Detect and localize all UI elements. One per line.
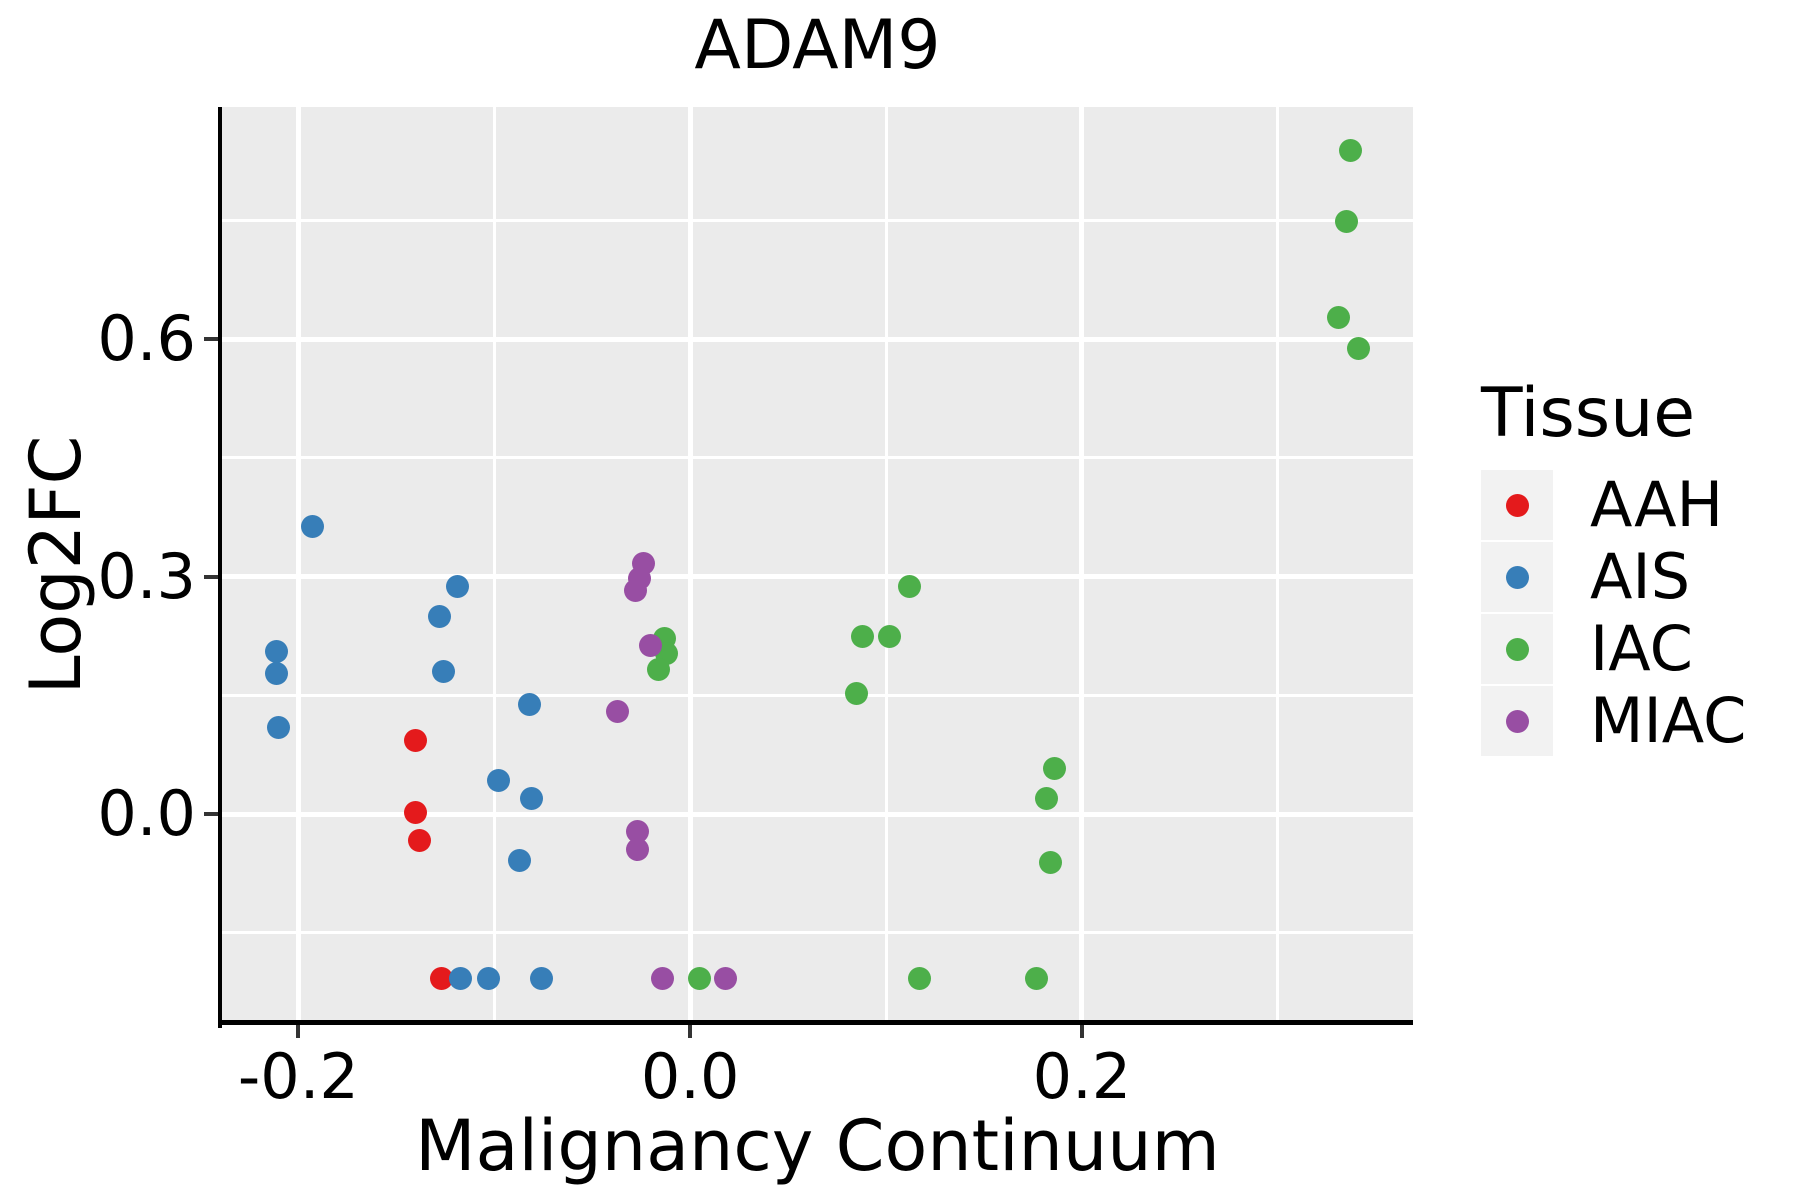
y-gridline-minor	[222, 218, 1413, 222]
data-point-AIS	[431, 660, 455, 684]
data-point-MIAC	[713, 967, 737, 991]
legend-dot-IAC	[1506, 638, 1529, 661]
data-point-IAC	[1039, 850, 1063, 874]
legend-dot-MIAC	[1506, 710, 1529, 733]
data-point-IAC	[1334, 210, 1358, 234]
data-point-AIS	[265, 639, 289, 663]
data-point-IAC	[851, 625, 875, 649]
x-gridline-major	[295, 107, 301, 1024]
data-point-IAC	[1025, 967, 1049, 991]
data-point-AIS	[267, 715, 291, 739]
data-point-IAC	[878, 625, 902, 649]
x-tick-label: 0.0	[640, 1040, 740, 1113]
data-point-AIS	[486, 769, 510, 793]
legend-label: MIAC	[1590, 684, 1747, 757]
data-point-MIAC	[606, 699, 630, 723]
y-tick-label: 0.0	[97, 777, 196, 851]
x-tick-mark	[296, 1025, 301, 1038]
data-point-AIS	[476, 967, 500, 991]
data-point-AIS	[518, 692, 542, 716]
plot-title: ADAM9	[694, 6, 941, 85]
x-gridline-minor	[1276, 107, 1280, 1024]
x-gridline-major	[687, 107, 693, 1024]
data-point-MIAC	[651, 967, 675, 991]
x-gridline-major	[1079, 107, 1085, 1024]
legend-item-AAH: AAH	[1481, 470, 1800, 540]
data-point-IAC	[1035, 786, 1059, 810]
x-tick-mark	[1079, 1025, 1084, 1038]
x-axis-title: Malignancy Continuum	[415, 1105, 1220, 1187]
y-gridline-major	[222, 811, 1413, 817]
data-point-IAC	[647, 657, 671, 681]
data-point-AIS	[529, 967, 553, 991]
data-point-AIS	[427, 605, 451, 629]
y-tick-mark	[204, 337, 218, 342]
data-point-AAH	[404, 801, 428, 825]
data-point-MIAC	[625, 820, 649, 844]
x-axis-line	[218, 1020, 1413, 1025]
data-point-IAC	[898, 575, 922, 599]
x-gridline-minor	[884, 107, 888, 1024]
y-tick-label: 0.6	[97, 302, 196, 376]
y-gridline-major	[222, 574, 1413, 580]
legend-dot-AAH	[1506, 494, 1529, 517]
data-point-AIS	[449, 967, 473, 991]
data-point-AAH	[429, 967, 453, 991]
data-point-AIS	[445, 574, 469, 598]
y-tick-mark	[204, 574, 218, 579]
y-gridline-minor	[222, 693, 1413, 697]
data-point-IAC	[1327, 306, 1351, 330]
plot-panel	[222, 107, 1413, 1024]
legend-label: AAH	[1590, 468, 1724, 541]
data-point-AAH	[408, 828, 432, 852]
data-point-AIS	[300, 515, 324, 539]
legend-title: Tissue	[1481, 374, 1696, 453]
x-gridline-minor	[492, 107, 496, 1024]
legend-label: AIS	[1590, 540, 1691, 613]
y-tick-label: 0.3	[97, 539, 196, 613]
legend-key	[1481, 542, 1553, 612]
x-tick-mark	[688, 1025, 693, 1038]
data-point-IAC	[1338, 139, 1362, 163]
y-tick-mark	[204, 812, 218, 817]
legend-key	[1481, 470, 1553, 540]
legend-dot-AIS	[1506, 566, 1529, 589]
y-gridline-major	[222, 336, 1413, 342]
data-point-AAH	[404, 729, 428, 752]
data-point-MIAC	[623, 578, 647, 602]
x-tick-label: 0.2	[1032, 1040, 1132, 1113]
legend-item-MIAC: MIAC	[1481, 686, 1800, 756]
data-point-IAC	[1346, 337, 1370, 361]
data-point-IAC	[688, 967, 712, 991]
y-gridline-minor	[222, 931, 1413, 935]
legend-key	[1481, 614, 1553, 684]
legend-key	[1481, 686, 1553, 756]
data-point-IAC	[1043, 756, 1067, 780]
data-point-AIS	[265, 661, 289, 685]
legend-item-IAC: IAC	[1481, 614, 1800, 684]
legend-label: IAC	[1590, 612, 1693, 685]
y-axis-line	[218, 107, 222, 1028]
data-point-MIAC	[625, 838, 649, 862]
data-point-AIS	[520, 786, 543, 810]
data-point-IAC	[907, 967, 931, 991]
data-point-IAC	[845, 682, 869, 706]
x-tick-label: -0.2	[237, 1040, 359, 1113]
data-point-AIS	[508, 848, 532, 872]
legend-item-AIS: AIS	[1481, 542, 1800, 612]
y-gridline-minor	[222, 456, 1413, 460]
data-point-MIAC	[639, 633, 663, 657]
